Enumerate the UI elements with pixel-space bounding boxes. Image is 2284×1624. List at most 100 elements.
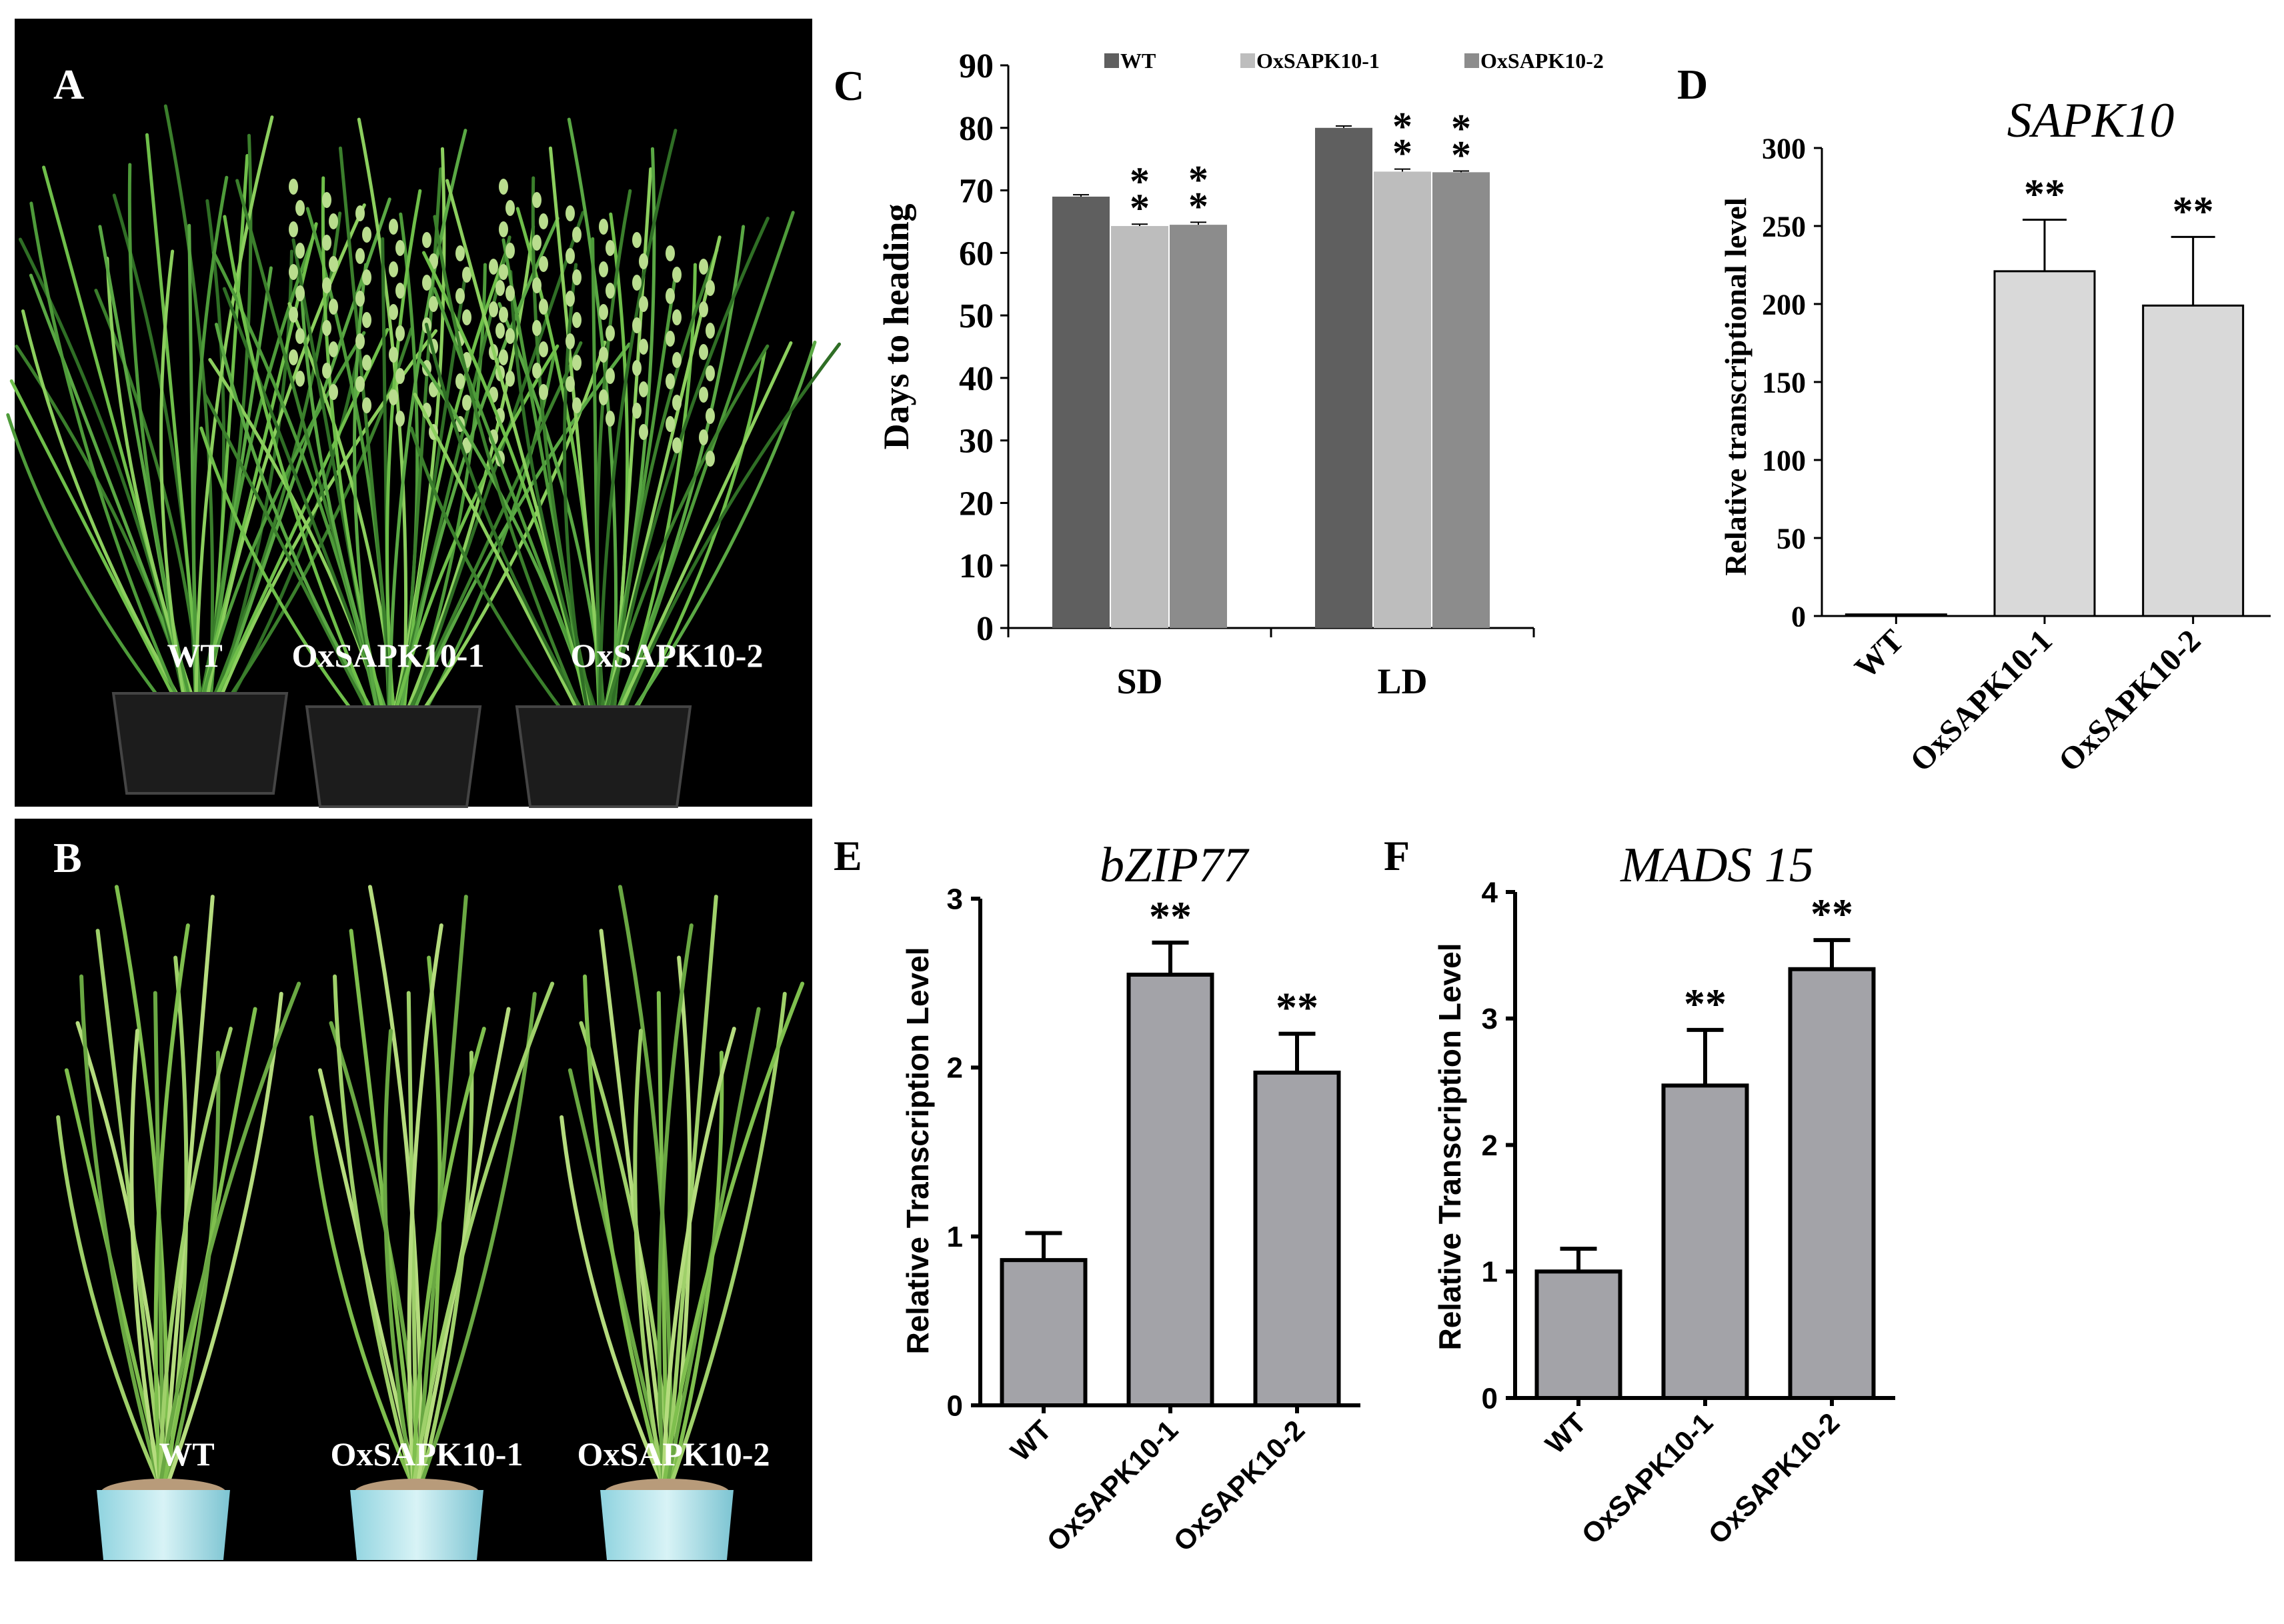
plant-a-panicle-grain: [599, 219, 608, 235]
plant-b-leaf: [309, 1115, 415, 1489]
plant-a-panicle-grain: [565, 291, 575, 307]
plant-a-panicle-grain: [329, 256, 338, 272]
plant-a-panicle-grain: [632, 317, 642, 333]
plant-a-panicle-grain: [539, 384, 548, 400]
panel-letter-a: A: [53, 61, 84, 108]
panel-letter-e: E: [834, 832, 862, 879]
plant-a-panicle-grain: [289, 264, 298, 280]
plant-a-leaf: [598, 129, 678, 755]
plant-b-pot: [600, 1490, 734, 1560]
plant-b-leaf: [158, 981, 301, 1489]
plant-a-panicle-grain: [666, 245, 675, 261]
plant-a-panicle-grain: [499, 349, 508, 365]
plant-a-panicle-grain: [505, 200, 515, 216]
plant-b-leaf: [657, 923, 694, 1489]
plant-b-leaf: [559, 1115, 666, 1489]
plant-a-panicle-grain: [389, 347, 398, 363]
plant-a-panicle-grain: [572, 269, 582, 285]
chart-c-ytick-label: 80: [959, 110, 994, 148]
plant-a-panicle-grain: [539, 213, 548, 229]
plant-a-leaf: [594, 344, 770, 755]
chartF-ytick-label: 3: [1482, 1003, 1498, 1035]
chartE-category-label: OxSAPK10-1: [1041, 1414, 1184, 1557]
plant-a-leaf: [387, 341, 583, 755]
plant-b-leaf: [415, 895, 468, 1489]
chart-c-bar: [1315, 127, 1372, 628]
chartD-bar: [1845, 613, 1947, 617]
chartE-sig-label: **: [1149, 893, 1192, 940]
chart-e: E bZIP77 Relative Transcription Level 0 1…: [834, 832, 1360, 1557]
plant-b-leaf: [411, 981, 555, 1489]
plant-a-panicle-grain: [499, 221, 508, 237]
plant-a-panicle-grain: [422, 232, 431, 248]
plant-a-panicle-grain: [355, 248, 365, 264]
chart-c-ytick-label: 50: [959, 297, 994, 335]
plant-a-panicle-grain: [389, 261, 398, 277]
plant-a-panicle-grain: [706, 408, 715, 424]
plant-a-panicle-grain: [499, 307, 508, 323]
plant-a-panicle-grain: [666, 331, 675, 347]
plant-a-panicle-grain: [322, 192, 331, 208]
plant-b-leaf: [153, 923, 190, 1489]
plant-a-panicle-grain: [505, 243, 515, 259]
plant-a-panicle-grain: [532, 320, 541, 336]
chartE-category-label: WT: [1004, 1414, 1058, 1467]
plant-a-panicle-grain: [395, 240, 405, 256]
chartE-bar: [1000, 1258, 1088, 1407]
chart-c-legend-swatch: [1104, 53, 1119, 68]
chartE-category-label: OxSAPK10-2: [1168, 1414, 1311, 1557]
plant-b-leaf: [662, 1027, 736, 1489]
chart-c-bar: [1432, 172, 1490, 628]
plant-a-panicle-grain: [632, 275, 642, 291]
chart-c-sig-lower: *: [1392, 131, 1412, 175]
photo-a-label-wt: WT: [167, 637, 222, 674]
plant-a-panicle-grain: [289, 307, 298, 323]
plant-a-panicle-grain: [666, 373, 675, 389]
photo-a-label-ox1: OxSAPK10-1: [292, 637, 485, 674]
plant-a-panicle-grain: [599, 347, 608, 363]
photo-b-label-ox1: OxSAPK10-1: [331, 1435, 523, 1473]
chart-c-sig-upper: *: [1130, 159, 1150, 203]
chartF-bar: [1661, 1083, 1749, 1400]
chart-e-ylabel: Relative Transcription Level: [900, 947, 935, 1354]
plant-a-panicle-grain: [572, 355, 582, 371]
plant-a-panicle-grain: [632, 403, 642, 419]
plant-a-panicle-grain: [666, 416, 675, 432]
plant-a-panicle-grain: [395, 325, 405, 341]
chart-f-ylabel: Relative Transcription Level: [1432, 943, 1467, 1350]
plant-a-panicle-grain: [389, 219, 398, 235]
plant-b-leaf: [407, 923, 443, 1489]
chart-c-bar: [1374, 171, 1431, 628]
plant-a-panicle-grain: [572, 227, 582, 243]
plant-a-panicle-grain: [699, 259, 708, 275]
chart-c-legend-swatch: [1240, 53, 1255, 68]
plant-a-panicle-grain: [606, 411, 615, 427]
plant-b-leaf: [418, 1051, 474, 1489]
plant-a-panicle-grain: [565, 205, 575, 221]
plant-a-panicle-grain: [429, 296, 438, 312]
plant-b-leaf: [333, 974, 415, 1489]
chartE-bar: [1253, 1070, 1341, 1408]
plant-b-leaf: [161, 895, 215, 1489]
chartD-ytick-label: 200: [1762, 288, 1806, 321]
chart-c-bar: [1052, 196, 1110, 628]
plant-a-panicle-grain: [639, 381, 648, 397]
plant-a-leaf: [159, 249, 194, 742]
chartF-bar: [1788, 967, 1876, 1401]
chart-c-ytick-label: 0: [976, 610, 994, 648]
chartF-ytick-label: 1: [1482, 1256, 1498, 1289]
plant-a-panicle-grain: [606, 368, 615, 384]
plant-a-panicle-grain: [706, 365, 715, 381]
panel-letter-f: F: [1384, 832, 1410, 879]
plant-a-panicle-grain: [289, 349, 298, 365]
chartF-category-label: OxSAPK10-1: [1576, 1407, 1719, 1550]
chart-c-ytick-label: 10: [959, 547, 994, 585]
plant-a-panicle-grain: [639, 253, 648, 269]
plant-a-panicle-grain: [329, 341, 338, 357]
chart-c-bar: [1111, 226, 1168, 628]
plant-a-panicle-grain: [632, 360, 642, 376]
plant-b-pot: [350, 1490, 483, 1560]
panel-letter-d: D: [1677, 61, 1708, 108]
plant-a-panicle-grain: [532, 277, 541, 293]
plant-a-leaf: [433, 215, 602, 755]
